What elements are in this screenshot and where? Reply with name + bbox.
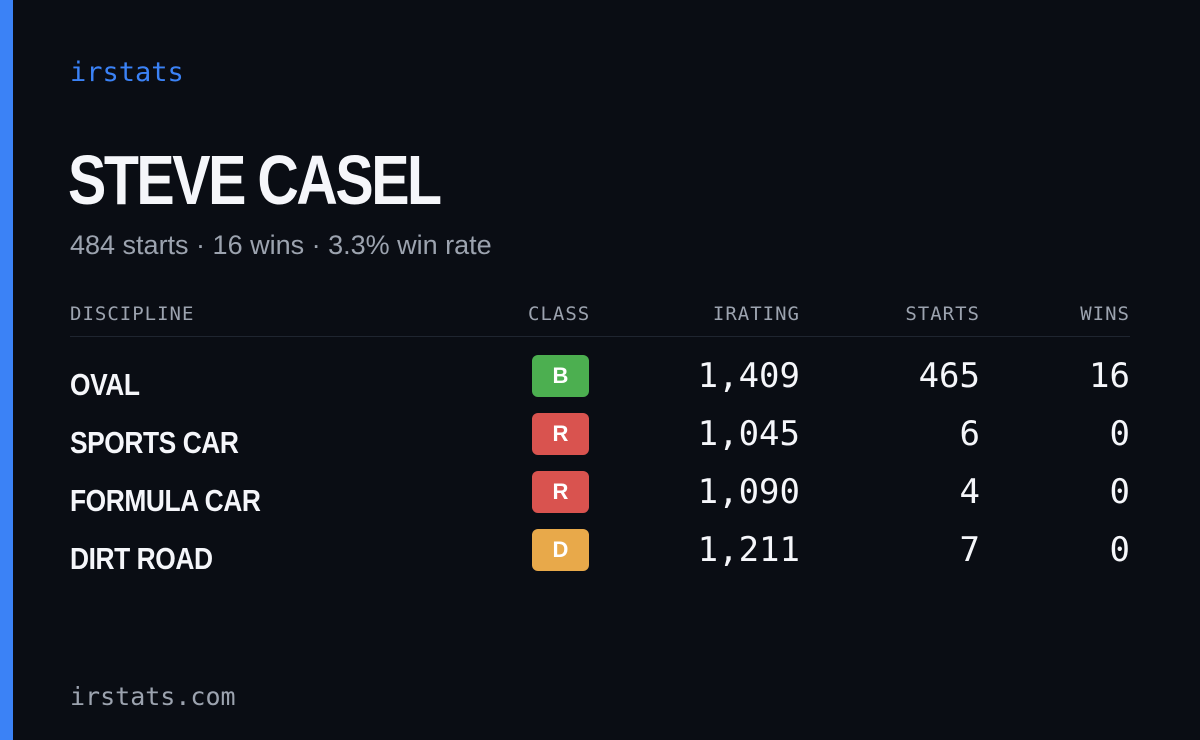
discipline-name: SPORTS CAR [70, 425, 239, 460]
irating-value: 1,045 [697, 414, 800, 454]
wins-value: 0 [1109, 530, 1130, 570]
header-irating: IRATING [712, 303, 800, 325]
class-badge: R [532, 471, 589, 513]
table-header: DISCIPLINE CLASS IRATING STARTS WINS [70, 296, 1130, 337]
starts-value: 7 [959, 530, 980, 570]
table-body: OVAL B 1,409 465 16 SPORTS CAR R 1,045 6… [70, 337, 1130, 585]
starts-value: 4 [959, 472, 980, 512]
class-badge: B [532, 355, 589, 397]
discipline-name: OVAL [70, 367, 140, 402]
brand-logo-text: irstats [70, 57, 184, 88]
table-row: OVAL B 1,409 465 16 [70, 353, 1130, 411]
class-badge: D [532, 529, 589, 571]
table-row: DIRT ROAD D 1,211 7 0 [70, 527, 1130, 585]
class-badge: R [532, 413, 589, 455]
header-wins: WINS [1080, 303, 1130, 325]
accent-bar [0, 0, 13, 740]
discipline-name: DIRT ROAD [70, 541, 213, 576]
irating-value: 1,211 [697, 530, 800, 570]
starts-value: 6 [959, 414, 980, 454]
driver-summary: 484 starts · 16 wins · 3.3% win rate [70, 230, 492, 260]
wins-value: 0 [1109, 472, 1130, 512]
header-class: CLASS [528, 303, 591, 325]
starts-value: 465 [918, 356, 980, 396]
header-starts: STARTS [905, 303, 980, 325]
header-discipline: DISCIPLINE [70, 303, 195, 325]
wins-value: 16 [1089, 356, 1130, 396]
table-row: SPORTS CAR R 1,045 6 0 [70, 411, 1130, 469]
driver-name: STEVE CASEL [68, 141, 442, 219]
discipline-table: DISCIPLINE CLASS IRATING STARTS WINS OVA… [70, 296, 1130, 585]
irating-value: 1,409 [697, 356, 800, 396]
wins-value: 0 [1109, 414, 1130, 454]
footer-url: irstats.com [70, 682, 236, 711]
table-row: FORMULA CAR R 1,090 4 0 [70, 469, 1130, 527]
irating-value: 1,090 [697, 472, 800, 512]
discipline-name: FORMULA CAR [70, 483, 261, 518]
